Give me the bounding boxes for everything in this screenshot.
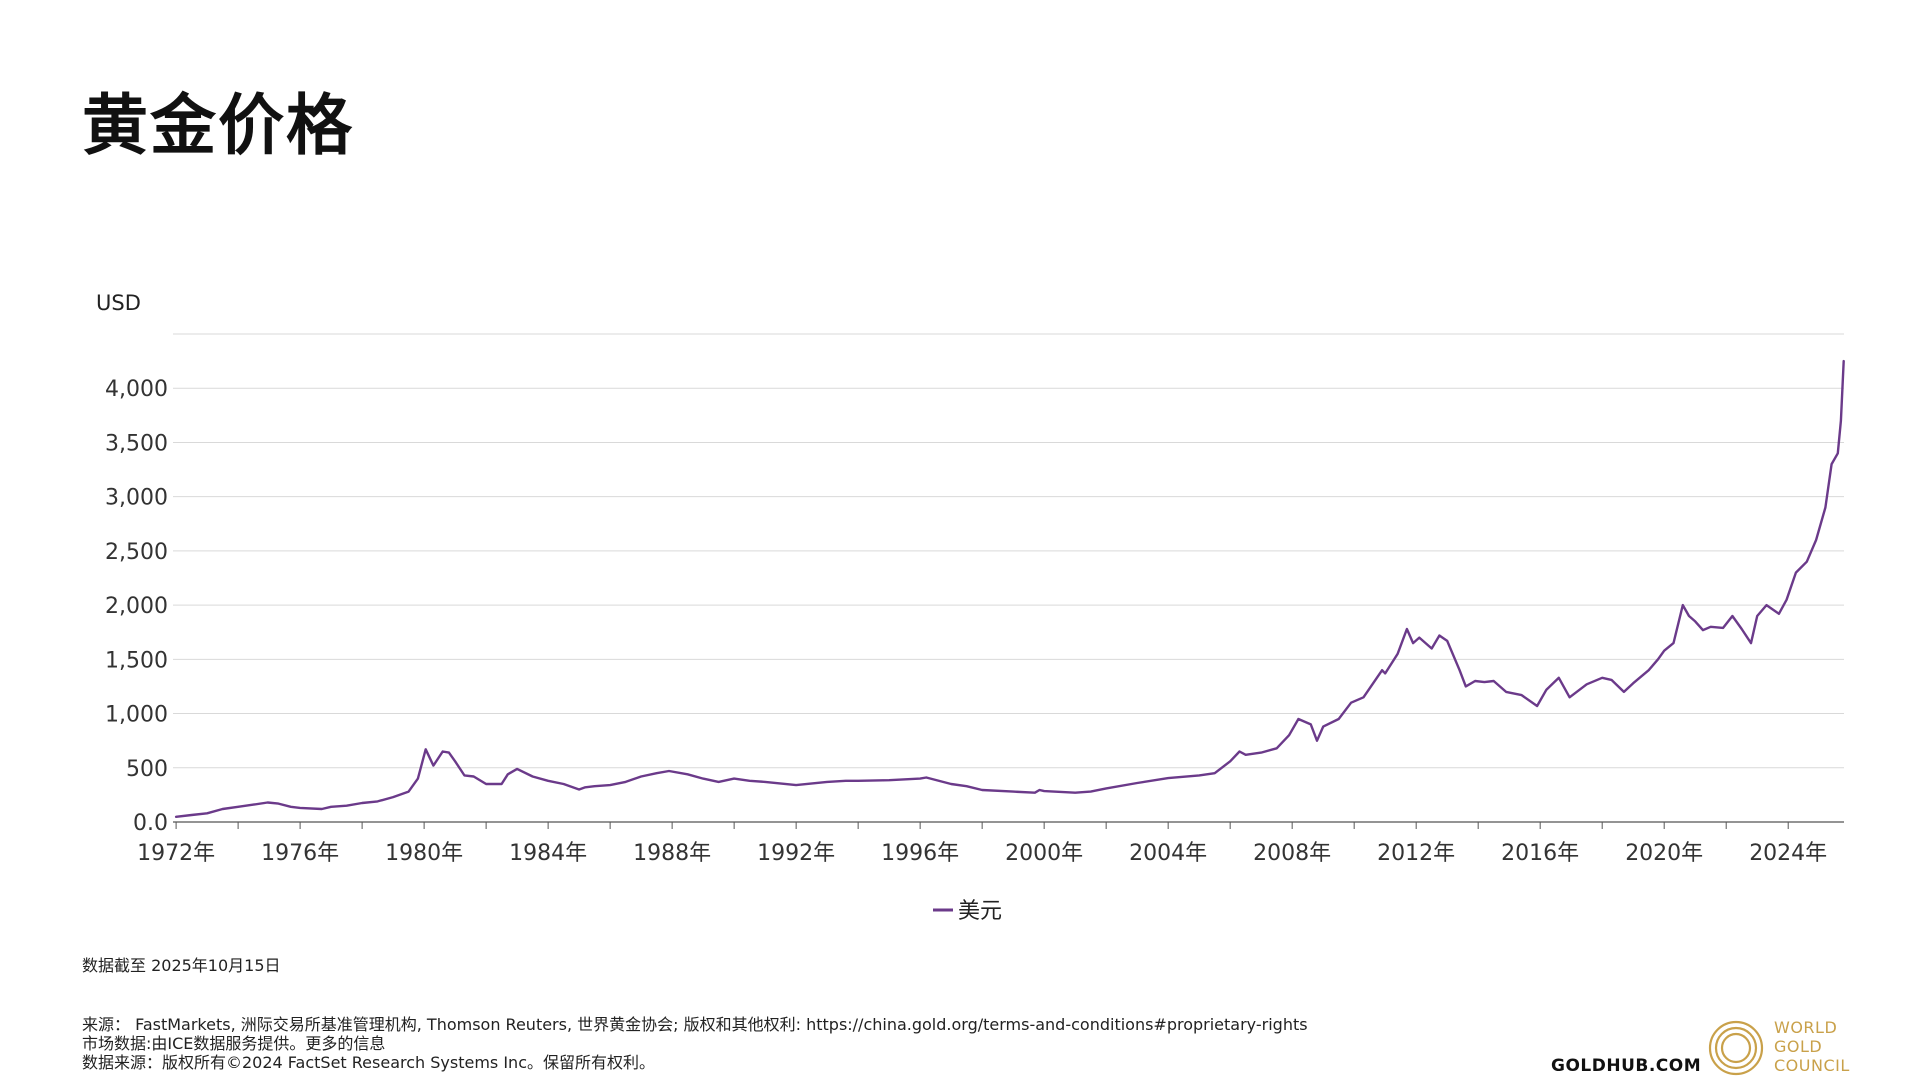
x-tick-label: 2000年 <box>1005 841 1083 866</box>
x-tick-label: 1972年 <box>137 841 215 866</box>
grid-layer <box>173 333 1844 769</box>
tick-labels: 0.0 500 1,000 1,500 2,000 2,500 3,000 3,500 4,00… <box>96 291 1827 866</box>
wgc-wordmark: WORLD GOLD COUNCIL <box>1774 1018 1850 1075</box>
x-tick-label: 2008年 <box>1253 841 1331 866</box>
source-line-2: 市场数据:由ICE数据服务提供。更多的信息 <box>82 1034 386 1053</box>
x-tick-label: 1976年 <box>261 841 339 866</box>
axis-layer <box>173 821 1844 829</box>
wgc-line-2: GOLD <box>1774 1037 1823 1056</box>
x-tick-label: 2016年 <box>1501 841 1579 866</box>
y-tick-label: 1,500 <box>105 648 168 673</box>
source-line-3: 数据来源：版权所有©2024 FactSet Research Systems … <box>82 1053 655 1072</box>
y-tick-label: 4,000 <box>105 377 168 402</box>
series-line-usd <box>174 359 1845 818</box>
x-tick-label: 1988年 <box>633 841 711 866</box>
x-tick-label: 1980年 <box>385 841 463 866</box>
source-line-1: 来源： FastMarkets, 洲际交易所基准管理机构, Thomson Re… <box>82 1015 1308 1034</box>
legend-label: 美元 <box>958 899 1002 924</box>
goldhub-link[interactable]: GOLDHUB.COM <box>1551 1056 1702 1076</box>
y-tick-label: 2,500 <box>105 540 168 565</box>
data-as-of-note: 数据截至 2025年10月15日 <box>82 956 281 975</box>
x-tick-label: 2012年 <box>1377 841 1455 866</box>
world-gold-council-brand: WORLD GOLD COUNCIL <box>1708 1018 1888 1078</box>
legend: 美元 <box>933 899 1002 924</box>
y-tick-label: 3,000 <box>105 486 168 511</box>
wgc-line-1: WORLD <box>1774 1018 1838 1037</box>
x-tick-label: 1996年 <box>881 841 959 866</box>
x-tick-label: 2004年 <box>1129 841 1207 866</box>
x-tick-label: 2020年 <box>1625 841 1703 866</box>
x-tick-label: 1984年 <box>509 841 587 866</box>
y-tick-label: 1,000 <box>105 703 168 728</box>
y-tick-label: 2,000 <box>105 594 168 619</box>
x-tick-label: 1992年 <box>757 841 835 866</box>
y-tick-label: 0.0 <box>133 811 168 836</box>
wgc-logo-icon <box>1708 1020 1764 1076</box>
sources-block: 来源： FastMarkets, 洲际交易所基准管理机构, Thomson Re… <box>82 1015 1308 1072</box>
series-layer <box>174 359 1845 818</box>
page-title: 黄金价格 <box>82 87 354 164</box>
x-tick-label: 2024年 <box>1749 841 1827 866</box>
y-tick-label: 3,500 <box>105 431 168 456</box>
y-tick-label: 500 <box>126 757 168 782</box>
wgc-line-3: COUNCIL <box>1774 1056 1850 1075</box>
y-axis-unit: USD <box>96 291 141 315</box>
